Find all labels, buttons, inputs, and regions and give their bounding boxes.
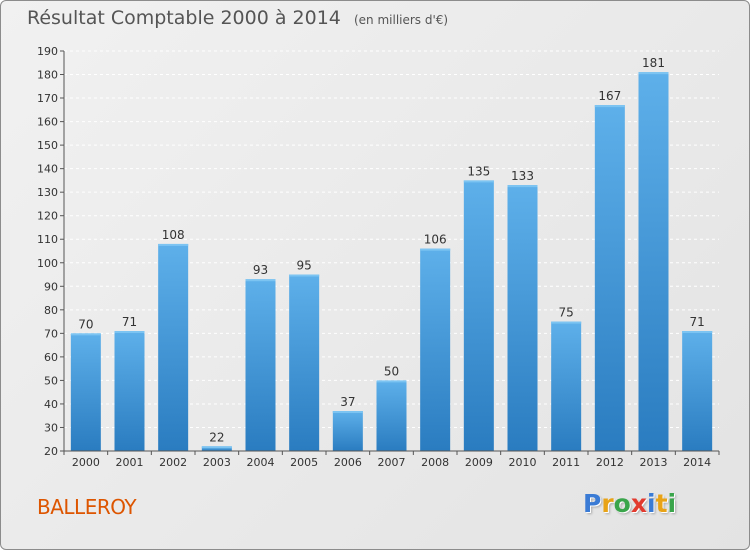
x-tick-label: 2003 (203, 456, 231, 469)
data-label: 71 (122, 315, 137, 329)
chart-title-row: Résultat Comptable 2000 à 2014 (en milli… (27, 7, 448, 29)
bar-2004 (245, 279, 276, 451)
data-label: 50 (384, 364, 399, 378)
bar-2013 (638, 72, 669, 452)
labels: 20 30 40 50 60 70 80 90 100 110 120 130 140 150 160 170… (37, 45, 711, 469)
bar-highlight (289, 274, 320, 277)
brand-letter: i (667, 489, 677, 518)
bar-highlight (682, 331, 713, 333)
y-tick-label: 50 (44, 374, 58, 387)
bar-highlight (638, 72, 669, 75)
x-tick-label: 2011 (552, 456, 580, 469)
y-tick-label: 60 (44, 351, 58, 364)
y-tick-label: 140 (37, 163, 58, 176)
brand-letter: r (601, 489, 614, 518)
data-label: 95 (297, 259, 312, 273)
data-label: 108 (162, 228, 185, 242)
y-tick-label: 20 (44, 445, 58, 458)
x-tick-label: 2014 (683, 456, 711, 469)
brand-letter: i (647, 489, 656, 518)
x-tick-label: 2012 (596, 456, 624, 469)
y-tick-label: 30 (44, 421, 58, 434)
y-tick-label: 150 (37, 139, 58, 152)
data-label: 106 (424, 233, 447, 247)
bar-2009 (463, 180, 494, 452)
bar-2006 (332, 411, 363, 451)
x-tick-label: 2004 (247, 456, 275, 469)
data-label: 181 (642, 56, 665, 70)
axes (60, 50, 720, 455)
x-tick-label: 2009 (465, 456, 493, 469)
brand-letter: t (655, 489, 668, 518)
data-label: 70 (78, 317, 93, 331)
bar-2000 (70, 333, 101, 451)
chart-unit-note: (en milliers d'€) (353, 13, 449, 27)
bar-2012 (594, 105, 625, 451)
brand-letter: x (630, 489, 647, 518)
y-tick-label: 190 (37, 45, 58, 58)
bar-highlight (114, 331, 145, 333)
data-label: 133 (511, 169, 534, 183)
y-tick-label: 130 (37, 186, 58, 199)
bar-highlight (158, 243, 189, 246)
bar-highlight (551, 321, 582, 324)
chart-title: Résultat Comptable 2000 à 2014 (27, 7, 341, 29)
data-label: 37 (340, 395, 355, 409)
bar-2011 (551, 321, 582, 451)
bar-2001 (114, 331, 145, 451)
y-tick-label: 100 (37, 257, 58, 270)
brand-letter: P (583, 489, 602, 518)
brand-logo: Proxiti (583, 489, 676, 518)
y-tick-label: 170 (37, 92, 58, 105)
bar-2010 (507, 185, 538, 451)
x-tick-label: 2010 (509, 456, 537, 469)
bar-highlight (594, 105, 625, 108)
bar-highlight (245, 279, 276, 282)
x-tick-label: 2013 (640, 456, 668, 469)
data-label: 71 (690, 315, 705, 329)
bar-highlight (70, 333, 101, 336)
bar-2002 (158, 243, 189, 451)
y-tick-label: 70 (44, 327, 58, 340)
y-tick-label: 160 (37, 116, 58, 129)
y-tick-label: 80 (44, 304, 58, 317)
bar-2014 (682, 331, 713, 451)
bar-2005 (289, 274, 320, 451)
bar-2008 (420, 248, 451, 451)
data-label: 167 (598, 89, 621, 103)
bars (70, 72, 713, 452)
x-tick-label: 2008 (421, 456, 449, 469)
y-tick-label: 120 (37, 210, 58, 223)
place-name: BALLEROY (37, 495, 137, 519)
data-label: 93 (253, 263, 268, 277)
bar-2003 (201, 446, 232, 451)
bar-highlight (376, 380, 407, 383)
bar-highlight (463, 180, 494, 183)
data-label: 75 (559, 306, 574, 320)
bar-highlight (201, 446, 232, 449)
data-label: 22 (209, 430, 224, 444)
bar-highlight (507, 185, 538, 188)
bar-highlight (420, 248, 451, 251)
y-tick-label: 180 (37, 69, 58, 82)
brand-letter: o (613, 489, 631, 518)
x-tick-label: 2000 (72, 456, 100, 469)
x-tick-label: 2005 (290, 456, 318, 469)
y-tick-label: 90 (44, 280, 58, 293)
x-tick-label: 2001 (116, 456, 144, 469)
bar-2007 (376, 380, 407, 451)
x-tick-label: 2007 (378, 456, 406, 469)
data-label: 135 (467, 164, 490, 178)
y-tick-label: 110 (37, 233, 58, 246)
x-tick-label: 2006 (334, 456, 362, 469)
bar-highlight (332, 411, 363, 413)
x-tick-label: 2002 (159, 456, 187, 469)
y-tick-label: 40 (44, 398, 58, 411)
